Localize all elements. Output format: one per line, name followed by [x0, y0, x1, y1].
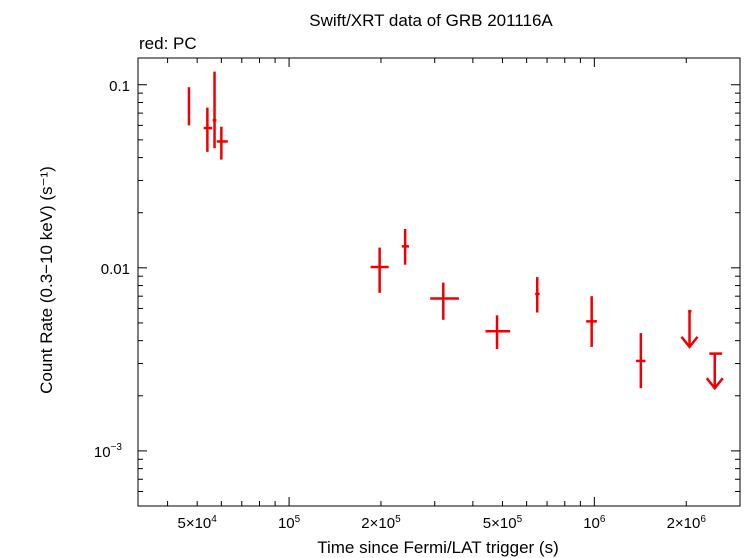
data-point	[370, 247, 389, 293]
data-points-group	[187, 71, 724, 391]
x-axis-label: Time since Fermi/LAT trigger (s)	[317, 538, 559, 557]
x-tick-label: 2×105	[361, 514, 401, 532]
data-point	[586, 296, 597, 347]
x-tick-label: 5×104	[177, 514, 217, 532]
data-point	[401, 228, 409, 265]
upper-limit-arrowhead	[705, 377, 724, 391]
chart-subtitle: red: PC	[139, 34, 197, 53]
upper-limit	[705, 352, 724, 391]
x-tick-label: 106	[583, 514, 606, 532]
x-tick-label: 2×106	[667, 514, 707, 532]
axis-ticks-group: 5×104 105 2×105 5×105 106 2×106 0.1 0.01 10−3	[94, 58, 741, 532]
data-point	[430, 282, 459, 320]
chart-title: Swift/XRT data of GRB 201116A	[309, 11, 553, 30]
y-tick-label: 0.1	[109, 78, 130, 95]
data-point	[636, 333, 646, 389]
upper-limit-arrowhead	[680, 336, 699, 349]
data-point	[216, 126, 228, 160]
y-tick-label: 0.01	[101, 261, 130, 278]
x-tick-label: 5×105	[483, 514, 523, 532]
y-tick-label: 10−3	[94, 442, 123, 461]
x-tick-label: 105	[278, 514, 301, 532]
upper-limit	[680, 309, 699, 349]
data-point	[187, 87, 191, 126]
data-point	[535, 277, 540, 313]
plot-frame	[137, 57, 741, 507]
y-axis-label: Count Rate (0.3−10 keV) (s⁻¹)	[37, 166, 56, 394]
plot-frame-group	[137, 57, 741, 507]
data-point	[203, 107, 213, 152]
data-point	[212, 71, 217, 149]
data-point	[485, 315, 511, 350]
